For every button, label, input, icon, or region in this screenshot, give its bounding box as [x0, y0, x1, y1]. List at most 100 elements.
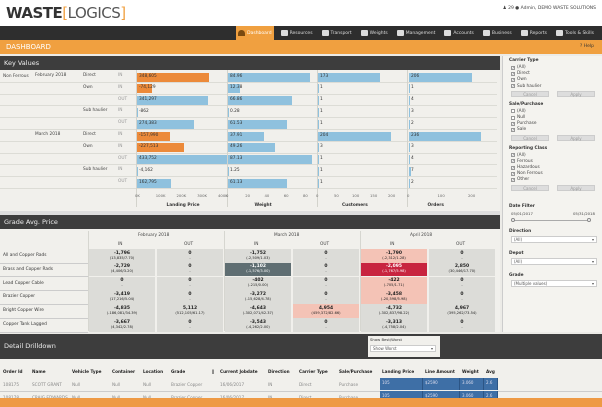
grade-cell[interactable]: 4,967 (395,262/73.54) [429, 304, 495, 318]
carrier-type-option[interactable]: ✓ Own [511, 77, 527, 82]
sale-purchase-option[interactable]: ✓ Purchase [511, 121, 537, 126]
column-header[interactable]: Name [32, 369, 46, 374]
value-cell[interactable]: 105 [380, 378, 423, 390]
checkbox[interactable] [511, 115, 515, 120]
column-header[interactable]: Current Jobdate [220, 369, 258, 374]
checkbox[interactable]: ✓ [511, 65, 515, 70]
date-slider-handle-start[interactable] [511, 217, 515, 222]
grade-cell[interactable]: -3,543 (-4,262/2.00) [225, 318, 291, 332]
user-info[interactable]: ♟ 29 ● Admin, DEMO WASTE SOLUTIONS [502, 6, 596, 11]
grade-cell[interactable]: -402 (-215/0.00) [225, 276, 291, 291]
direction-select[interactable]: (All) [511, 235, 597, 243]
column-header[interactable]: Carrier Type [299, 369, 328, 374]
column-header[interactable]: Avg [486, 369, 495, 374]
grade-cell[interactable]: 0- [157, 290, 223, 304]
sale-purchase-option[interactable]: ✓ Sale [511, 127, 526, 132]
apply-button[interactable]: Apply [557, 184, 595, 191]
apply-button[interactable]: Apply [557, 90, 595, 97]
sale-purchase-option[interactable]: (All) [511, 109, 526, 114]
grade-cell[interactable]: 0- [157, 276, 223, 291]
depot-select[interactable]: (All) [511, 257, 597, 265]
checkbox[interactable]: ✓ [511, 159, 515, 164]
grade-cell[interactable]: -422 (-705/1.71) [361, 276, 427, 291]
cancel-button[interactable]: Cancel [511, 134, 549, 141]
column-header[interactable]: Location [143, 369, 164, 374]
grade-cell[interactable]: -2,095 (-1,767/5.98) [361, 262, 427, 277]
grade-cell[interactable]: -4,732 (-302,837/98.22) [361, 304, 427, 318]
carrier-type-option[interactable]: ✓ Direct [511, 71, 530, 76]
checkbox[interactable]: ✓ [511, 165, 515, 170]
nav-management[interactable]: Management [395, 26, 438, 40]
grade-cell[interactable]: 0- [293, 318, 359, 332]
grade-cell[interactable]: 0- [293, 262, 359, 277]
grade-cell[interactable]: -3,419 (17,216/5.04) [89, 290, 155, 304]
grade-cell[interactable]: 0- [293, 276, 359, 291]
reporting-class-option[interactable]: ✓ Hazardous [511, 165, 540, 170]
nav-transport[interactable]: Transport [320, 26, 354, 40]
nav-tools-skills[interactable]: Tools & Skills [554, 26, 596, 40]
checkbox[interactable]: ✓ [511, 171, 515, 176]
grade-cell[interactable]: -3,313 (-4,758/2.04) [361, 318, 427, 332]
column-header[interactable]: ‖ [212, 369, 215, 374]
grade-cell[interactable]: 0- [293, 290, 359, 304]
checkbox[interactable]: ✓ [511, 153, 515, 158]
checkbox[interactable]: ✓ [511, 84, 515, 89]
nav-business[interactable]: Business [481, 26, 514, 40]
grade-cell[interactable]: -4,835 (-186,081/34.39) [89, 304, 155, 318]
grade-cell[interactable]: 5,112 (512,105/61.17) [157, 304, 223, 318]
grade-cell[interactable]: -1,790 (-2,312/1.28) [361, 249, 427, 263]
grade-cell[interactable]: -1,752 (-2,509/1.03) [225, 249, 291, 263]
reporting-class-option[interactable]: ✓ Non Ferrous [511, 171, 543, 176]
grade-cell[interactable]: 0- [429, 318, 495, 332]
grade-cell[interactable]: 0- [157, 249, 223, 263]
column-header[interactable]: Direction [268, 369, 290, 374]
nav-resources[interactable]: Resources [279, 26, 315, 40]
checkbox[interactable]: ✓ [511, 77, 515, 82]
reporting-class-option[interactable]: ✓ (All) [511, 153, 526, 158]
checkbox[interactable] [511, 109, 515, 114]
date-slider-track[interactable] [513, 219, 589, 221]
column-header[interactable]: Sale/Purchase [339, 369, 373, 374]
nav-accounts[interactable]: Accounts [442, 26, 476, 40]
grade-cell[interactable]: 0- [157, 262, 223, 277]
carrier-type-option[interactable]: ✓ (All) [511, 65, 526, 70]
checkbox[interactable]: ✓ [511, 71, 515, 76]
apply-button[interactable]: Apply [557, 134, 595, 141]
grade-cell[interactable]: 0- [157, 318, 223, 332]
cancel-button[interactable]: Cancel [511, 90, 549, 97]
grade-cell[interactable]: -3,667 (4,342/2.78) [89, 318, 155, 332]
logo[interactable]: WASTE[LOGICS] [6, 4, 126, 22]
checkbox[interactable]: ✓ [511, 121, 515, 126]
value-cell[interactable]: 2.6 [484, 378, 498, 390]
grade-cell[interactable]: 0- [429, 249, 495, 263]
grade-cell[interactable]: -1,102 (-1,576/3.00) [225, 262, 291, 277]
grade-cell[interactable]: 0- [293, 249, 359, 263]
column-header[interactable]: Container [112, 369, 136, 374]
column-header[interactable]: Weight [462, 369, 479, 374]
nav-reports[interactable]: Reports [519, 26, 549, 40]
grade-cell[interactable]: 0- [429, 290, 495, 304]
cancel-button[interactable]: Cancel [511, 184, 549, 191]
checkbox[interactable]: ✓ [511, 127, 515, 132]
best-worst-select[interactable]: Show Worst [370, 345, 436, 353]
reporting-class-option[interactable]: ✓ Other [511, 177, 529, 182]
grade-cell[interactable]: -4,643 (-302,071/42.37) [225, 304, 291, 318]
nav-weights[interactable]: Weights [359, 26, 390, 40]
column-header[interactable]: Vehicle Type [72, 369, 102, 374]
column-header[interactable]: Order Id [3, 369, 23, 374]
grade-cell[interactable]: -3,458 (-20,598/5.98) [361, 290, 427, 304]
nav-dashboard[interactable]: Dashboard [236, 26, 274, 40]
grade-cell[interactable]: 4,954 (459,372/82.66) [293, 304, 359, 318]
help-link[interactable]: ? Help [579, 44, 594, 49]
grade-cell[interactable]: -3,272 (-15,628/4.78) [225, 290, 291, 304]
value-cell[interactable]: $2590 [423, 378, 460, 390]
grade-cell[interactable]: 0- [89, 276, 155, 291]
grade-cell[interactable]: -2,729 (4,406/3.20) [89, 262, 155, 277]
date-slider-handle-end[interactable] [587, 217, 591, 222]
reporting-class-option[interactable]: ✓ Ferrous [511, 159, 533, 164]
checkbox[interactable]: ✓ [511, 177, 515, 182]
grade-select[interactable]: (Multiple values) [511, 279, 597, 287]
column-header[interactable]: Grade [171, 369, 186, 374]
column-header[interactable]: Landing Price [382, 369, 415, 374]
grade-cell[interactable]: 0- [429, 276, 495, 291]
